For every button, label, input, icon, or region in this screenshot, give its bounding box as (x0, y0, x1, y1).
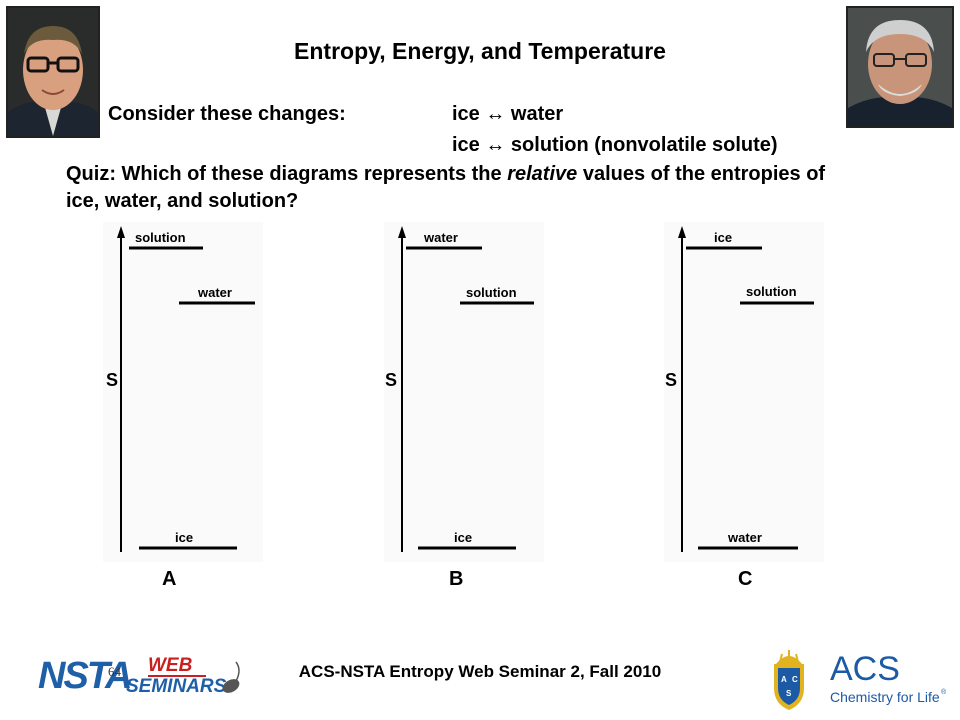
diagram-b-letter: B (449, 568, 464, 590)
acs-logo: A C S ACS Chemistry for Life ® (768, 646, 948, 712)
diagram-c-top-label: ice (714, 230, 732, 245)
diagram-a-top-label: solution (135, 230, 186, 245)
diagram-c-letter: C (738, 568, 753, 590)
change-ice-water: ice ↔ water (452, 103, 564, 125)
diagram-c-middle-label: solution (746, 284, 797, 299)
slide-title: Entropy, Energy, and Temperature (294, 38, 666, 64)
acs-seal-letter-a: A (781, 675, 787, 684)
acs-logo-text: ACS (830, 650, 900, 688)
diagram-b-top-label: water (423, 230, 458, 245)
diagram-b-axis-label: S (385, 370, 398, 390)
quiz-emphasis: relative (507, 163, 578, 185)
acs-seal-letter-c: C (792, 675, 798, 684)
web-logo-text: WEB (148, 655, 193, 676)
acs-seal-icon: A C S (774, 650, 804, 710)
diagram-a-letter: A (162, 568, 177, 590)
acs-seal-letter-s: S (786, 689, 792, 698)
seminars-logo-text: SEMINARS (126, 676, 227, 697)
diagram-b: water solution ice (384, 222, 544, 562)
quiz-question: Quiz: Which of these diagrams represents… (66, 161, 856, 215)
acs-tagline: Chemistry for Life (830, 689, 940, 705)
diagram-b-middle-label: solution (466, 285, 517, 300)
diagram-c-axis-label: S (665, 370, 678, 390)
diagram-a-axis-label: S (106, 370, 119, 390)
presenter-photo-left (6, 6, 100, 138)
consider-label: Consider these changes: (108, 103, 346, 125)
quiz-prefix: Quiz: Which of these diagrams represents… (66, 163, 508, 185)
change-ice-solution: ice ↔ solution (nonvolatile solute) (452, 134, 778, 156)
presenter-photo-right (846, 6, 954, 128)
acs-trademark: ® (941, 688, 947, 696)
diagram-b-bottom-label: ice (454, 530, 472, 545)
nsta-web-seminars-logo: NSTA WEB SEMINARS (36, 648, 246, 700)
diagram-c-bottom-label: water (727, 530, 762, 545)
nsta-logo-text: NSTA (38, 655, 131, 697)
diagram-a-bottom-label: ice (175, 530, 193, 545)
slide-number: 64 (108, 664, 121, 679)
footer-text: ACS-NSTA Entropy Web Seminar 2, Fall 201… (298, 662, 662, 681)
diagram-a: solution water ice (103, 222, 263, 562)
quiz-suffix: values of the entropies of ice, water, a… (66, 163, 826, 212)
diagram-a-middle-label: water (197, 285, 232, 300)
diagram-c: ice solution water (664, 222, 824, 562)
